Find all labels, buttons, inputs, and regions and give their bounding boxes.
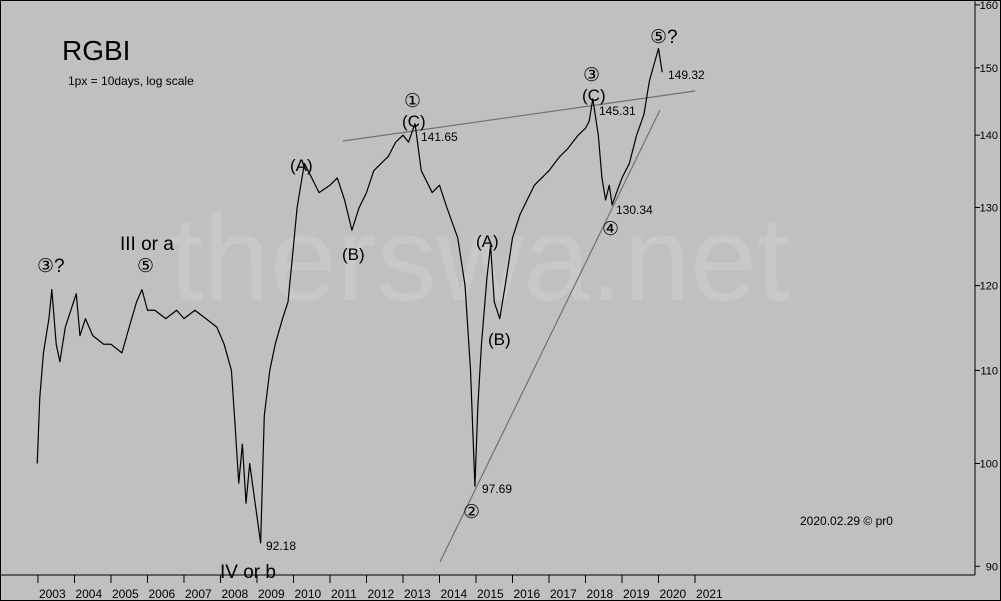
x-tick-label: 2012: [367, 587, 394, 601]
x-tick-label: 2015: [477, 587, 504, 601]
trend-line: [342, 90, 696, 142]
x-tick-label: 2020: [660, 587, 687, 601]
x-tick-label: 2014: [440, 587, 467, 601]
annotation: (C): [582, 86, 606, 105]
y-tick-label: 140: [980, 130, 998, 142]
x-tick-label: 2010: [294, 587, 321, 601]
x-tick-label: 2008: [221, 587, 248, 601]
annotation: ⑤: [137, 256, 154, 277]
y-tick-label: 160: [980, 0, 998, 12]
annotation: 2020.02.29 © pr0: [800, 514, 893, 528]
annotation: ①: [404, 91, 421, 112]
x-tick-label: 2016: [514, 587, 541, 601]
x-tick-label: 2004: [75, 587, 102, 601]
price-line: [36, 47, 663, 544]
annotation: ⑤?: [650, 27, 678, 48]
y-tick-label: 120: [980, 281, 998, 293]
annotation: 149.32: [668, 68, 705, 82]
x-tick-label: 2013: [404, 587, 431, 601]
x-tick-label: 2003: [39, 587, 66, 601]
annotation: (A): [476, 232, 499, 251]
x-tick-label: 2009: [258, 587, 285, 601]
annotation: 130.34: [616, 203, 653, 217]
x-tick-label: 2018: [587, 587, 614, 601]
annotation: 145.31: [599, 104, 636, 118]
annotation: ③?: [37, 256, 65, 277]
x-tick-label: 2021: [696, 587, 723, 601]
annotation: 92.18: [266, 539, 296, 553]
annotation: 97.69: [482, 482, 512, 496]
annotation: (C): [402, 112, 426, 131]
annotation: ④: [602, 219, 619, 240]
annotation: 141.65: [421, 130, 458, 144]
y-tick-label: 110: [980, 365, 998, 377]
annotation: IV or b: [220, 562, 276, 583]
y-tick-label: 100: [980, 458, 998, 470]
y-tick-label: 150: [980, 63, 998, 75]
x-tick-label: 2019: [623, 587, 650, 601]
annotation: ③: [583, 65, 600, 86]
y-tick-label: 130: [980, 202, 998, 214]
annotation: (B): [342, 245, 365, 264]
x-tick-label: 2017: [550, 587, 577, 601]
x-tick-label: 2007: [185, 587, 212, 601]
chart-title: RGBI: [62, 35, 130, 66]
watermark: therswa.net: [170, 192, 790, 326]
annotation: (A): [290, 156, 313, 175]
annotation: ②: [463, 502, 480, 523]
annotation: III or a: [120, 234, 174, 255]
annotation: (B): [488, 330, 511, 349]
y-tick-label: 90: [986, 561, 998, 573]
chart-subtitle: 1px = 10days, log scale: [68, 74, 194, 88]
x-tick-label: 2006: [148, 587, 175, 601]
trend-line: [439, 109, 661, 563]
x-tick-label: 2011: [331, 587, 357, 601]
x-tick-label: 2005: [112, 587, 139, 601]
